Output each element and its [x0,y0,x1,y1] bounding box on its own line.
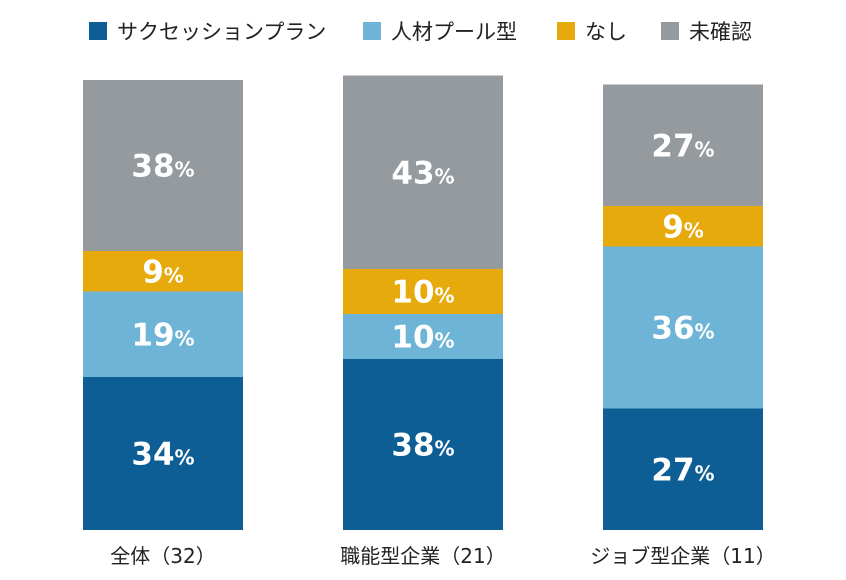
data-label: 27% [651,128,714,164]
data-label: 38% [131,149,194,185]
legend-swatch [557,22,575,40]
data-label: 36% [651,311,714,347]
category-labels: 全体（32） 職能型企業（21） ジョブ型企業（11） [110,544,775,568]
bar-segment [603,408,763,530]
data-label: 9% [662,209,704,245]
bar-segment [83,251,243,292]
legend-label: 人材プール型 [391,20,517,44]
data-label: 19% [131,317,194,353]
bar-segment [603,246,763,409]
bar-segment [603,206,763,247]
legend-label: サクセッションプラン [117,20,326,44]
bar-segment [343,75,503,269]
bars: 34% 19% 9% 38% 38% 10% 10% 43% 27% 36% 9% 27% [83,75,763,530]
data-label: 27% [651,452,714,488]
data-label: 10% [391,320,454,356]
category-label: ジョブ型企業（11） [590,544,775,568]
legend-swatch [661,22,679,40]
legend-swatch [363,22,381,40]
data-label: 34% [131,437,194,473]
legend-label: 未確認 [689,20,752,44]
bar-segment [83,377,243,530]
legend-label: なし [585,20,627,44]
bar-segment [83,80,243,251]
bar-segment [343,359,503,530]
legend: サクセッションプラン 人材プール型 なし 未確認 [89,20,752,44]
data-label: 10% [391,275,454,311]
category-label: 全体（32） [110,544,215,568]
bar-segment [343,269,503,314]
data-label: 43% [391,155,454,191]
bar-segment [83,291,243,377]
bar-segment [603,84,763,206]
legend-swatch [89,22,107,40]
bar-segment [343,314,503,359]
data-label: 9% [142,254,184,290]
data-label: 38% [391,428,454,464]
category-label: 職能型企業（21） [340,544,505,568]
